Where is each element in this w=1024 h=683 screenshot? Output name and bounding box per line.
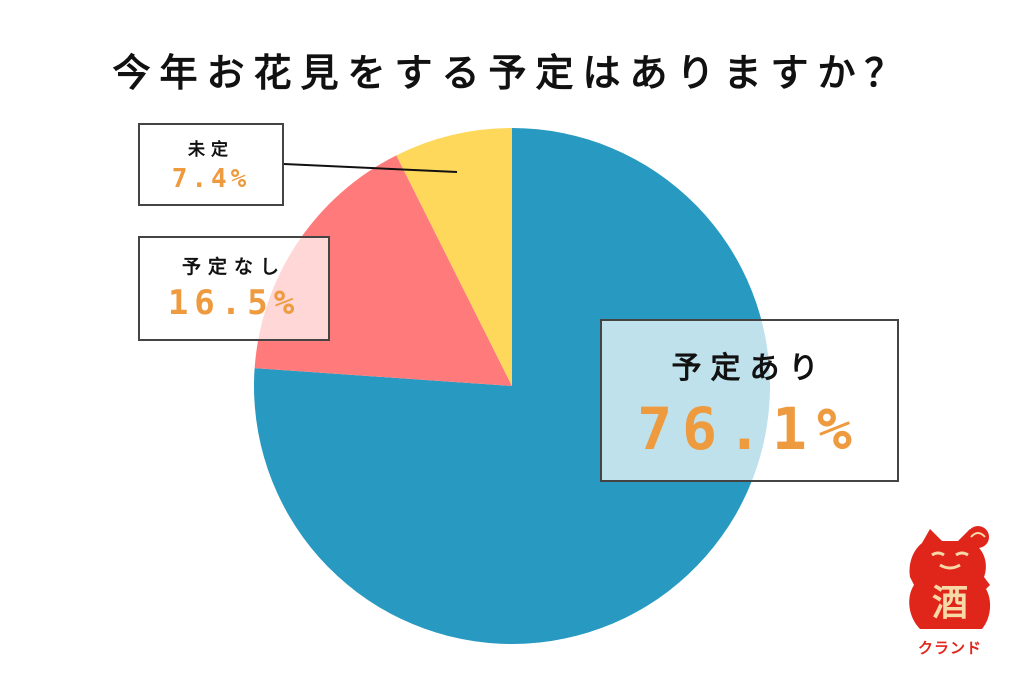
callout-line-mitei xyxy=(283,163,458,173)
label-name-mitei: 未定 xyxy=(188,140,234,160)
brand-name: クランド xyxy=(917,639,982,657)
label-box-nashi: 予定なし 16.5% xyxy=(138,236,330,341)
label-value-mitei: 7.4% xyxy=(171,164,251,194)
svg-text:酒: 酒 xyxy=(932,582,968,624)
label-value-ari: 76.1% xyxy=(637,395,862,463)
brand-logo: 酒 クランド xyxy=(900,525,1000,665)
pie-slice-mitei xyxy=(396,128,512,386)
maneki-neko-icon: 酒 xyxy=(909,526,991,629)
chart-title: 今年お花見をする予定はありますか？ xyxy=(112,51,912,95)
pie-slice-ari xyxy=(253,128,770,644)
label-name-nashi: 予定なし xyxy=(181,256,286,278)
label-box-mitei: 未定 7.4% xyxy=(138,123,284,206)
label-name-ari: 予定あり xyxy=(671,351,828,386)
label-value-nashi: 16.5% xyxy=(167,283,301,323)
label-box-ari: 予定あり 76.1% xyxy=(600,319,899,482)
